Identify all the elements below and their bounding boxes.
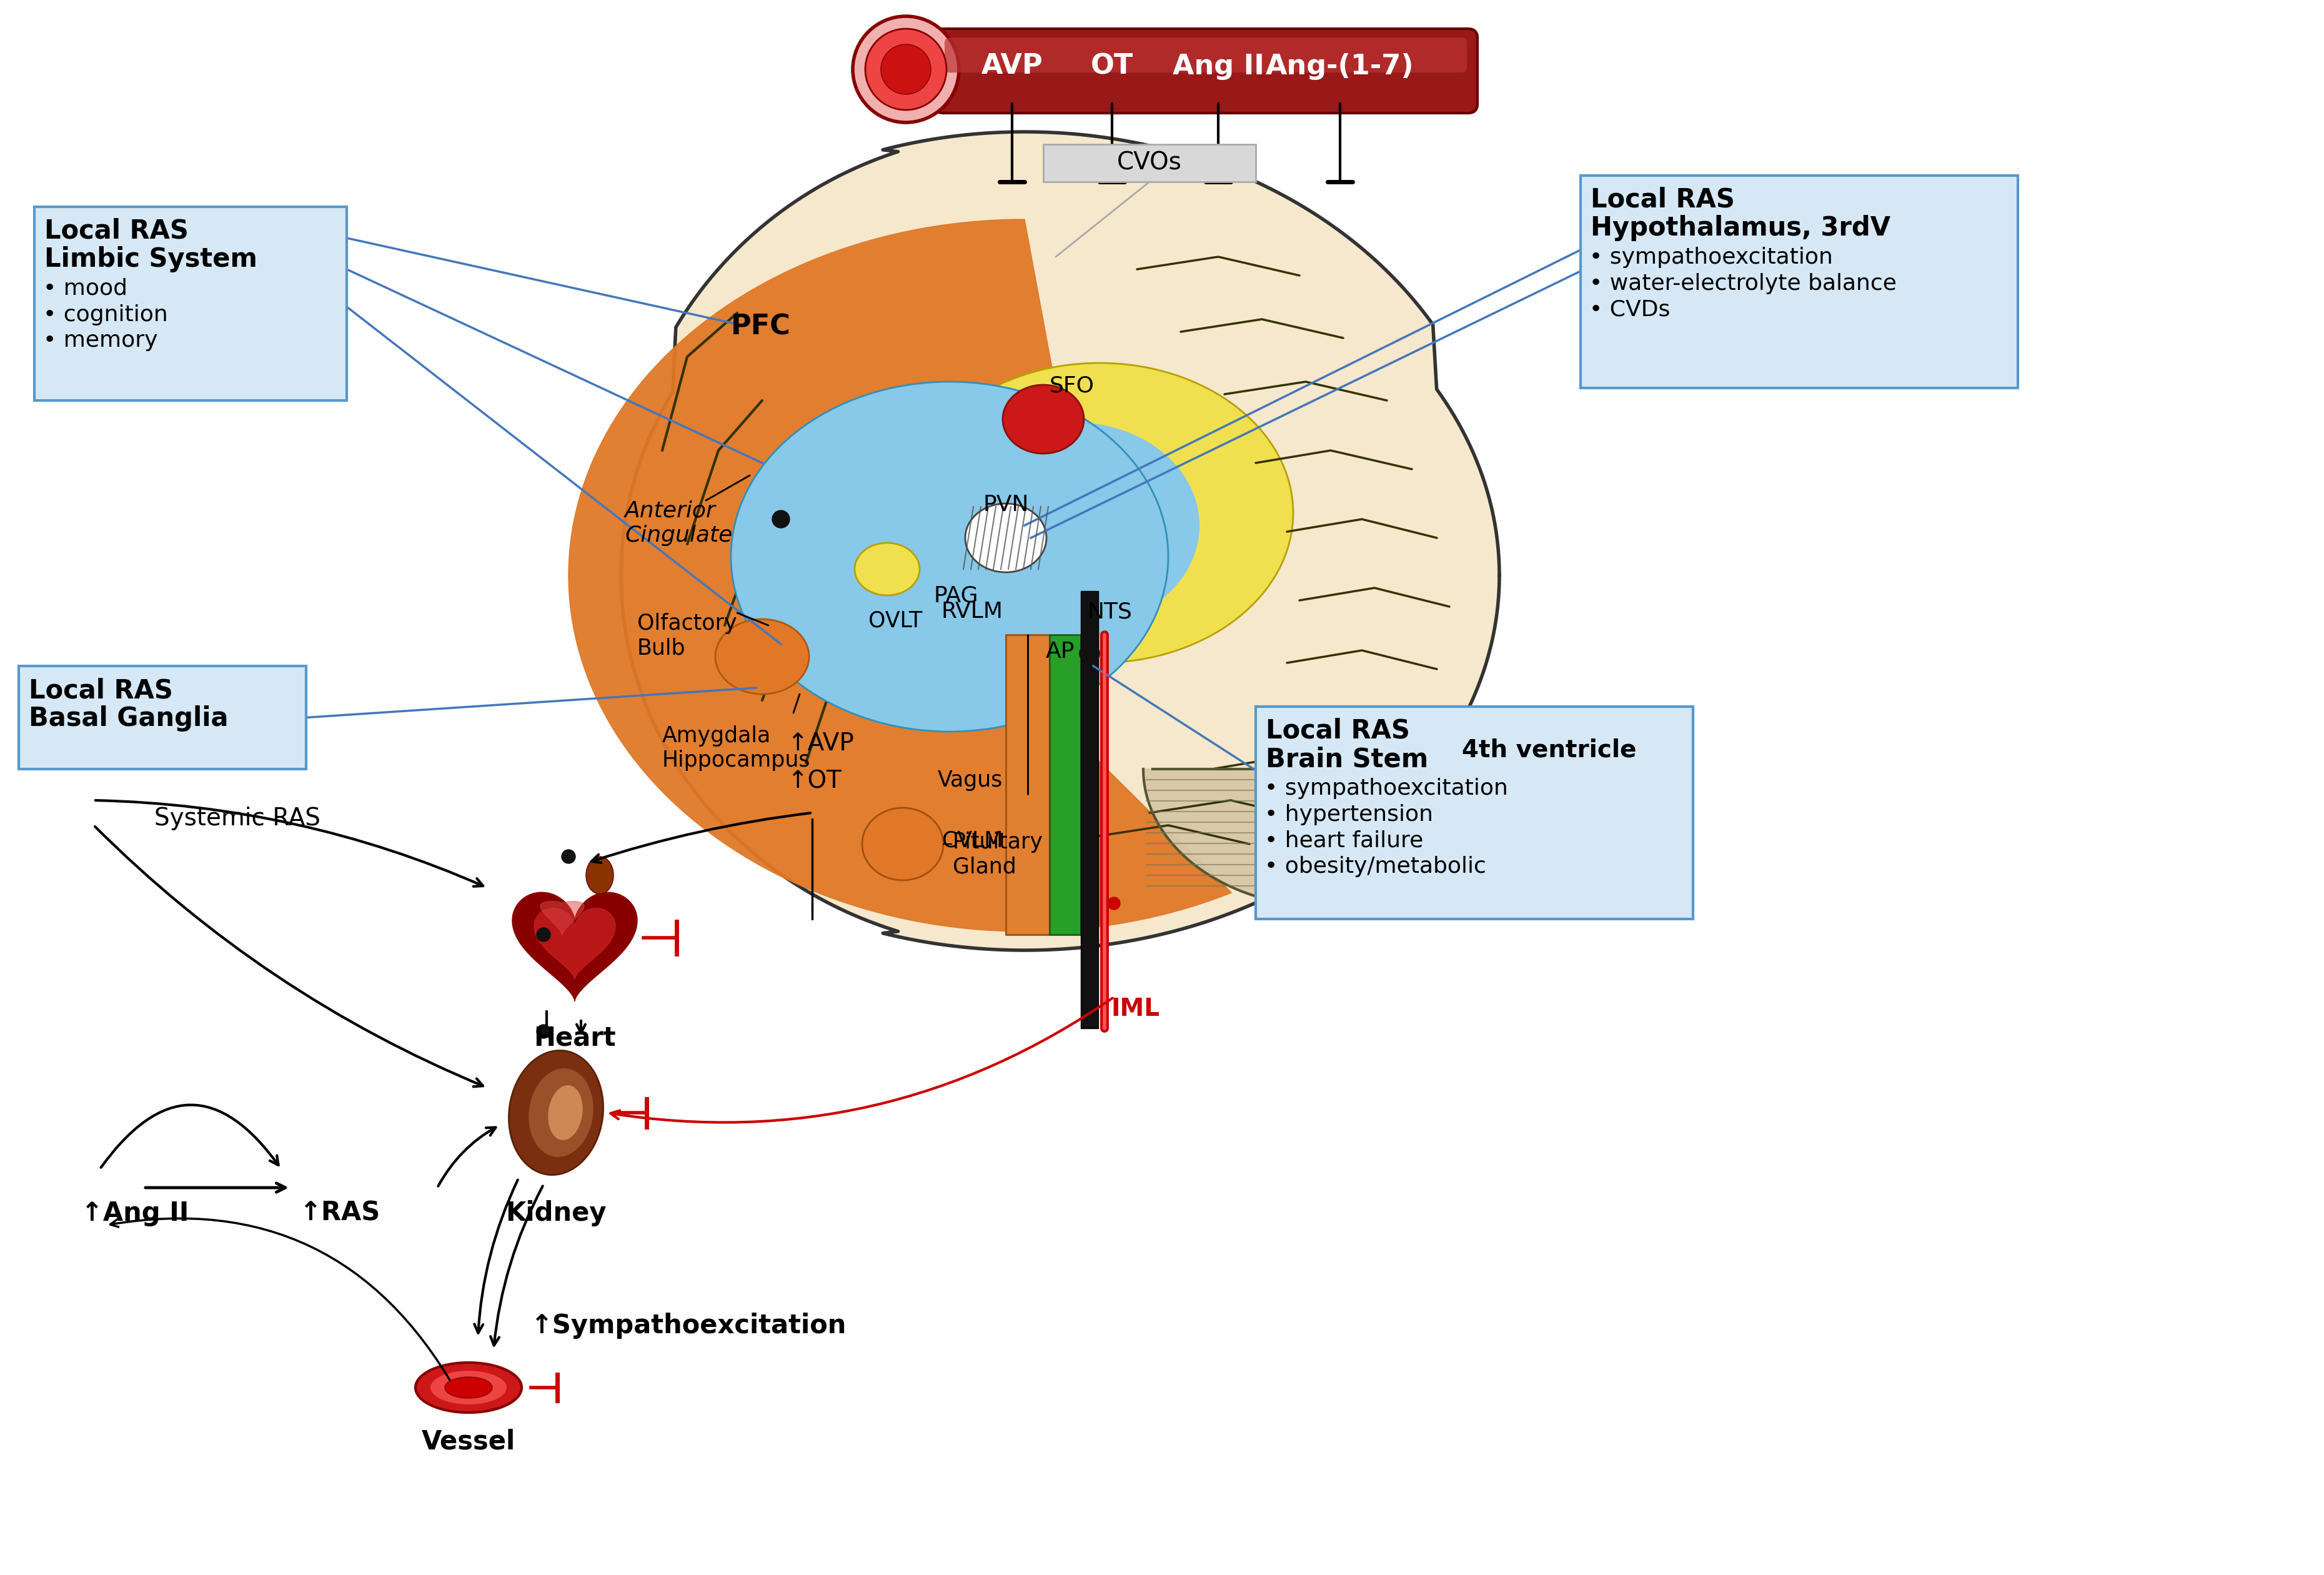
Polygon shape: [541, 901, 583, 936]
Text: PVN: PVN: [983, 495, 1030, 515]
Text: • sympathoexcitation: • sympathoexcitation: [1590, 247, 1834, 268]
Text: • hypertension: • hypertension: [1264, 803, 1434, 825]
Text: NTS: NTS: [1088, 602, 1132, 622]
Polygon shape: [535, 909, 616, 980]
Bar: [35, 206, 346, 400]
Ellipse shape: [862, 808, 944, 880]
Text: • water-electrolyte balance: • water-electrolyte balance: [1590, 272, 1896, 295]
Text: ↑Ang II: ↑Ang II: [81, 1200, 188, 1227]
Text: • memory: • memory: [44, 331, 158, 351]
Text: Vagus: Vagus: [937, 770, 1002, 791]
Polygon shape: [511, 893, 637, 1002]
Text: RVLM: RVLM: [941, 602, 1002, 622]
Bar: [19, 666, 307, 769]
Text: Anterior
Cingulate: Anterior Cingulate: [625, 501, 732, 547]
Text: Limbic System: Limbic System: [44, 246, 258, 272]
Ellipse shape: [853, 16, 960, 123]
Ellipse shape: [951, 422, 1199, 628]
Ellipse shape: [1002, 384, 1083, 454]
Text: Vessel: Vessel: [421, 1429, 516, 1454]
Text: AVP: AVP: [981, 54, 1043, 80]
Text: Ang-(1-7): Ang-(1-7): [1267, 54, 1415, 80]
FancyBboxPatch shape: [934, 28, 1478, 113]
Text: Local RAS: Local RAS: [1267, 718, 1411, 743]
Text: OVLT: OVLT: [869, 610, 923, 632]
Ellipse shape: [716, 619, 809, 695]
Text: CVLM: CVLM: [941, 830, 1002, 851]
Text: Hypothalamus, 3rdV: Hypothalamus, 3rdV: [1590, 214, 1889, 241]
Text: • sympathoexcitation: • sympathoexcitation: [1264, 778, 1508, 799]
Ellipse shape: [548, 1085, 583, 1140]
Text: Heart: Heart: [535, 1025, 616, 1052]
Text: PAG: PAG: [934, 584, 978, 606]
Bar: [1081, 591, 1099, 1028]
Circle shape: [772, 510, 790, 528]
Circle shape: [1109, 898, 1120, 910]
Text: • obesity/metabolic: • obesity/metabolic: [1264, 855, 1485, 877]
Bar: [1580, 175, 2017, 387]
Polygon shape: [569, 219, 1232, 931]
Text: Systemic RAS: Systemic RAS: [153, 806, 321, 830]
Circle shape: [1083, 635, 1097, 647]
Ellipse shape: [732, 381, 1169, 731]
Circle shape: [1081, 644, 1099, 663]
FancyBboxPatch shape: [944, 38, 1466, 72]
Text: • heart failure: • heart failure: [1264, 830, 1422, 851]
Text: Ang II: Ang II: [1171, 54, 1264, 80]
Ellipse shape: [855, 543, 920, 595]
Text: Brain Stem: Brain Stem: [1267, 747, 1429, 772]
Text: • CVDs: • CVDs: [1590, 299, 1671, 320]
Text: SFO: SFO: [1050, 375, 1095, 397]
Text: 4th ventricle: 4th ventricle: [1462, 737, 1636, 762]
Ellipse shape: [964, 504, 1046, 572]
Text: ↑RAS: ↑RAS: [300, 1200, 381, 1227]
Text: Olfactory
Bulb: Olfactory Bulb: [637, 613, 737, 658]
Text: ↑Sympathoexcitation: ↑Sympathoexcitation: [530, 1312, 846, 1339]
Bar: [1050, 635, 1081, 934]
Text: Kidney: Kidney: [507, 1200, 607, 1227]
Ellipse shape: [906, 362, 1292, 663]
Circle shape: [562, 849, 576, 863]
Text: Local RAS: Local RAS: [28, 677, 172, 704]
Text: CVOs: CVOs: [1118, 151, 1183, 175]
Ellipse shape: [430, 1370, 507, 1405]
Polygon shape: [621, 132, 1499, 950]
Text: AP: AP: [1046, 641, 1074, 662]
Circle shape: [1083, 679, 1097, 691]
Ellipse shape: [509, 1051, 604, 1175]
Text: ↑OT: ↑OT: [788, 769, 841, 792]
Bar: [1255, 707, 1692, 918]
Ellipse shape: [881, 44, 932, 94]
Text: PFC: PFC: [732, 313, 790, 340]
Text: • cognition: • cognition: [44, 304, 167, 326]
Text: IML: IML: [1111, 997, 1160, 1021]
Bar: [1006, 635, 1050, 934]
Circle shape: [537, 1025, 551, 1038]
Ellipse shape: [865, 28, 946, 110]
Text: Pituitary
Gland: Pituitary Gland: [953, 832, 1043, 877]
Text: Local RAS: Local RAS: [1590, 187, 1734, 213]
Polygon shape: [1143, 769, 1506, 907]
Ellipse shape: [416, 1362, 521, 1413]
Ellipse shape: [586, 857, 614, 895]
Bar: [1043, 145, 1255, 181]
Text: ↑AVP: ↑AVP: [788, 731, 853, 756]
Ellipse shape: [528, 1068, 593, 1158]
Ellipse shape: [444, 1377, 493, 1399]
Circle shape: [537, 928, 551, 942]
Text: OT: OT: [1090, 54, 1134, 80]
Text: Basal Ganglia: Basal Ganglia: [28, 706, 228, 731]
Text: Local RAS: Local RAS: [44, 217, 188, 244]
Text: • mood: • mood: [44, 279, 128, 299]
Text: Amygdala
Hippocampus: Amygdala Hippocampus: [662, 726, 811, 772]
